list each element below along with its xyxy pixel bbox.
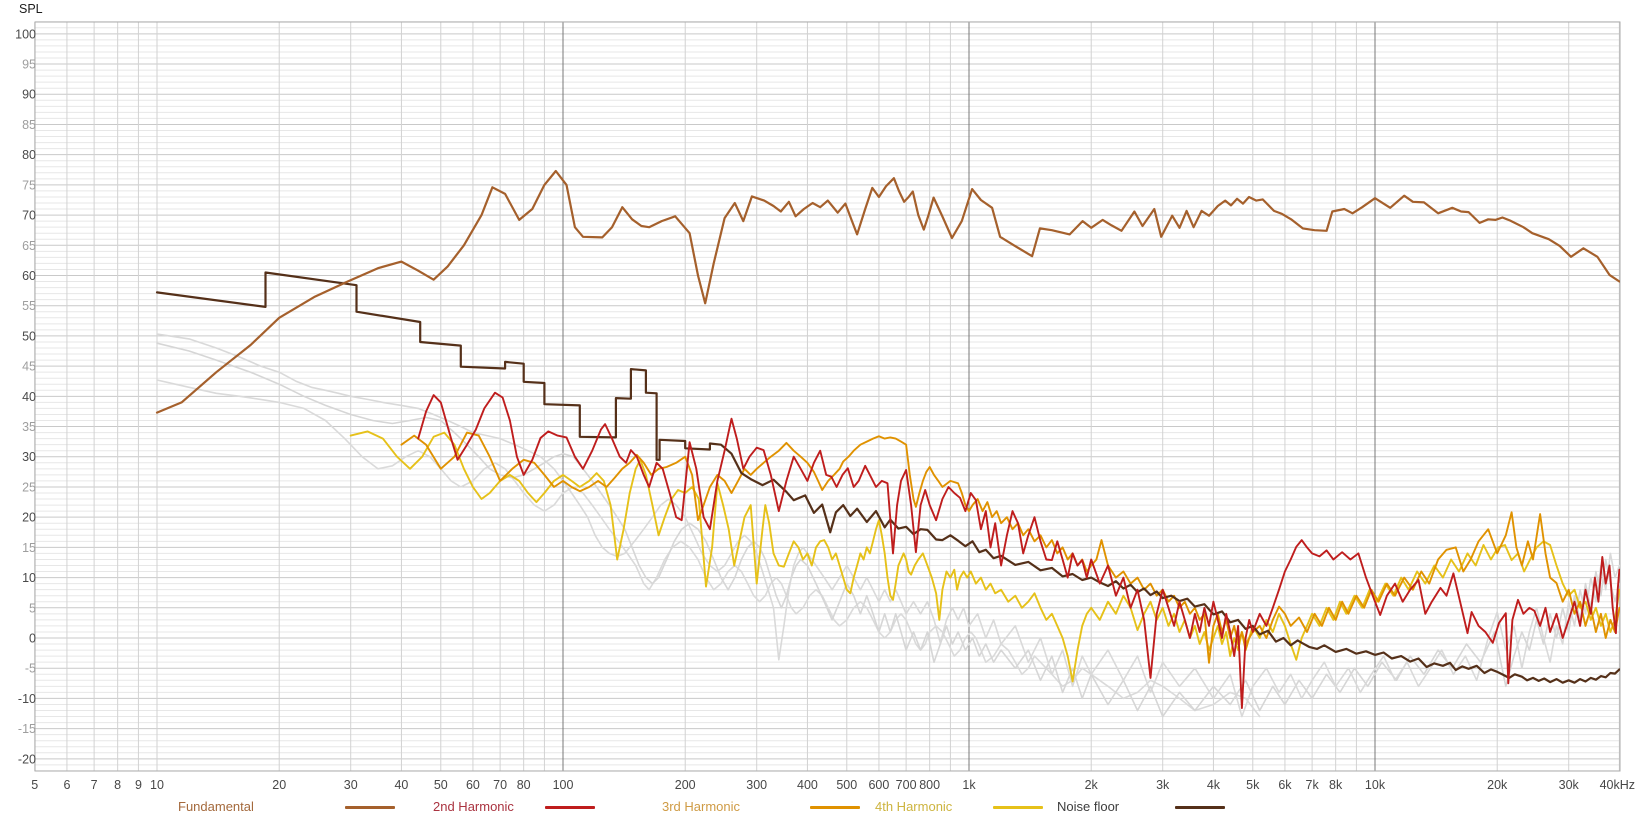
svg-text:35: 35 <box>22 420 36 434</box>
svg-text:0: 0 <box>29 632 36 646</box>
svg-text:90: 90 <box>22 88 36 102</box>
svg-text:60: 60 <box>466 778 480 792</box>
svg-text:30: 30 <box>22 450 36 464</box>
svg-text:40kHz: 40kHz <box>1600 778 1635 792</box>
legend-line-swatch <box>545 806 595 809</box>
svg-text:30k: 30k <box>1559 778 1580 792</box>
svg-text:20: 20 <box>22 511 36 525</box>
legend-label: Noise floor <box>1057 799 1120 814</box>
svg-text:5k: 5k <box>1246 778 1260 792</box>
svg-text:30: 30 <box>344 778 358 792</box>
svg-text:100: 100 <box>553 778 574 792</box>
svg-text:50: 50 <box>22 329 36 343</box>
legend-label: 3rd Harmonic <box>662 799 741 814</box>
svg-text:45: 45 <box>22 360 36 374</box>
svg-text:10: 10 <box>22 571 36 585</box>
svg-text:-5: -5 <box>25 662 36 676</box>
svg-text:6k: 6k <box>1278 778 1292 792</box>
svg-text:95: 95 <box>22 58 36 72</box>
svg-text:25: 25 <box>22 480 36 494</box>
svg-text:80: 80 <box>22 148 36 162</box>
svg-text:55: 55 <box>22 299 36 313</box>
svg-text:-20: -20 <box>18 752 36 766</box>
svg-text:7k: 7k <box>1306 778 1320 792</box>
svg-text:40: 40 <box>394 778 408 792</box>
svg-text:300: 300 <box>746 778 767 792</box>
svg-text:500: 500 <box>836 778 857 792</box>
svg-text:-15: -15 <box>18 722 36 736</box>
svg-text:200: 200 <box>675 778 696 792</box>
svg-text:5: 5 <box>31 778 38 792</box>
svg-text:100: 100 <box>15 27 36 41</box>
svg-text:10k: 10k <box>1365 778 1386 792</box>
svg-text:80: 80 <box>517 778 531 792</box>
svg-text:50: 50 <box>434 778 448 792</box>
svg-text:600: 600 <box>868 778 889 792</box>
legend-line-swatch <box>810 806 860 809</box>
svg-text:70: 70 <box>493 778 507 792</box>
svg-text:8: 8 <box>114 778 121 792</box>
legend-label: Fundamental <box>178 799 254 814</box>
legend-line-swatch <box>1175 806 1225 809</box>
svg-text:3k: 3k <box>1156 778 1170 792</box>
svg-text:9: 9 <box>135 778 142 792</box>
svg-text:700: 700 <box>896 778 917 792</box>
svg-text:20: 20 <box>272 778 286 792</box>
svg-text:4k: 4k <box>1207 778 1221 792</box>
svg-text:15: 15 <box>22 541 36 555</box>
svg-text:85: 85 <box>22 118 36 132</box>
legend-line-swatch <box>993 806 1043 809</box>
legend: Fundamental 2nd Harmonic 3rd Harmonic 4t… <box>0 797 1635 819</box>
svg-text:1k: 1k <box>962 778 976 792</box>
svg-text:5: 5 <box>29 601 36 615</box>
svg-text:40: 40 <box>22 390 36 404</box>
svg-text:400: 400 <box>797 778 818 792</box>
legend-line-swatch <box>345 806 395 809</box>
svg-text:60: 60 <box>22 269 36 283</box>
svg-text:70: 70 <box>22 209 36 223</box>
legend-label: 4th Harmonic <box>875 799 953 814</box>
svg-text:65: 65 <box>22 239 36 253</box>
svg-text:75: 75 <box>22 178 36 192</box>
svg-text:2k: 2k <box>1085 778 1099 792</box>
svg-text:7: 7 <box>91 778 98 792</box>
svg-text:6: 6 <box>63 778 70 792</box>
svg-text:8k: 8k <box>1329 778 1343 792</box>
legend-label: 2nd Harmonic <box>433 799 514 814</box>
svg-text:-10: -10 <box>18 692 36 706</box>
y-axis-title: SPL <box>19 2 43 16</box>
svg-text:800: 800 <box>919 778 940 792</box>
svg-text:20k: 20k <box>1487 778 1508 792</box>
svg-text:10: 10 <box>150 778 164 792</box>
